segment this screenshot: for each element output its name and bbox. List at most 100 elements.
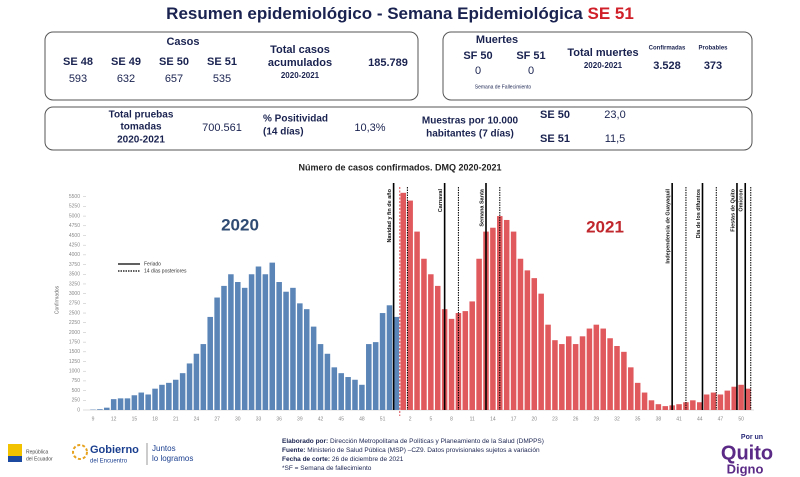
bar xyxy=(97,409,103,410)
samples-value: 23,0 xyxy=(604,109,625,121)
bar xyxy=(476,258,482,410)
y-tick-label: 4250 xyxy=(69,243,80,249)
bar xyxy=(145,394,151,410)
title-text: Resumen epidemiológico - Semana Epidemio… xyxy=(166,4,587,23)
tests-label: tomadas xyxy=(120,122,162,133)
bar xyxy=(359,384,365,410)
bar xyxy=(559,344,565,410)
series-label: 2021 xyxy=(586,217,624,236)
brand-text: República xyxy=(26,449,48,455)
bar xyxy=(207,316,213,410)
total-period: 2020-2021 xyxy=(281,71,320,80)
footer-text: Ministerio de Salud Pública (MSP) –CZ9. … xyxy=(305,447,539,454)
footer-line: Elaborado por: Dirección Metropolitana d… xyxy=(282,438,544,445)
y-tick-label: 2000 xyxy=(69,330,80,336)
bar xyxy=(248,274,255,410)
total-label: Total muertes xyxy=(567,47,638,59)
y-axis-label: Confirmados xyxy=(54,285,60,314)
holiday-label: Independencia de Guayaquil xyxy=(666,189,672,264)
series-label: 2020 xyxy=(221,215,259,234)
bar xyxy=(324,353,331,410)
bar xyxy=(414,231,420,410)
samples-label: habitantes (7 días) xyxy=(426,129,514,140)
bar xyxy=(531,278,538,410)
bar xyxy=(724,390,731,410)
y-tick-label: 3000 xyxy=(69,291,80,297)
plot: 0250500750100012501500175020002250250027… xyxy=(69,183,754,422)
bar xyxy=(200,344,207,410)
bar xyxy=(717,394,724,410)
bar xyxy=(593,324,600,410)
y-tick-label: 4750 xyxy=(69,223,80,229)
x-tick-label: 14 xyxy=(490,416,496,422)
x-tick-label: 26 xyxy=(573,416,579,422)
ecuador-emblem xyxy=(8,456,22,462)
tests-box xyxy=(44,106,753,151)
bar xyxy=(303,309,310,410)
samples-week: SE 50 xyxy=(540,109,570,121)
bar xyxy=(455,313,462,410)
y-tick-label: 1500 xyxy=(69,349,80,355)
samples-label: Muestras por 10.000 xyxy=(422,116,519,127)
confirmed-value: 3.528 xyxy=(653,60,681,72)
bar xyxy=(434,285,441,410)
x-tick-label: 2 xyxy=(409,416,412,422)
bar xyxy=(552,340,558,410)
bar xyxy=(676,404,682,410)
bar xyxy=(400,192,407,410)
bar xyxy=(241,287,248,410)
positivity-value: 10,3% xyxy=(354,122,385,134)
brand-text: del Encuentro xyxy=(90,459,128,465)
total-label: acumulados xyxy=(268,57,332,69)
bar xyxy=(448,318,455,410)
footer-text: Dirección Metropolitana de Políticas y P… xyxy=(328,438,544,445)
bar xyxy=(379,313,386,410)
footer-line: Fecha de corte: 26 de diciembre de 2021 xyxy=(282,456,404,463)
bar xyxy=(696,402,703,410)
week-value: 535 xyxy=(213,73,231,85)
x-tick-label: 29 xyxy=(594,416,600,422)
week-value: 593 xyxy=(69,73,87,85)
x-tick-label: 24 xyxy=(194,416,200,422)
bar xyxy=(338,373,344,410)
bar xyxy=(179,373,186,410)
bar xyxy=(166,382,172,410)
bar xyxy=(172,379,179,410)
bar xyxy=(469,301,475,410)
bar xyxy=(628,367,634,410)
holiday-label: Semana Santa xyxy=(479,188,485,227)
brand-text: Quito xyxy=(721,442,773,464)
x-tick-label: 17 xyxy=(511,416,517,422)
week-value: 0 xyxy=(475,65,481,77)
bar xyxy=(131,395,138,410)
footer-text: *SF = Semana de fallecimiento xyxy=(282,465,372,472)
bar xyxy=(228,274,234,410)
x-tick-label: 32 xyxy=(614,416,620,422)
total-value: 185.789 xyxy=(368,57,408,69)
legend-label: Feriado xyxy=(144,261,161,267)
bar xyxy=(345,377,351,410)
bar xyxy=(117,398,124,410)
bar xyxy=(214,297,220,410)
bar xyxy=(600,328,606,410)
bar xyxy=(648,400,655,410)
bar xyxy=(276,282,282,410)
x-tick-label: 15 xyxy=(132,416,138,422)
bar xyxy=(186,363,193,410)
x-tick-label: 36 xyxy=(276,416,282,422)
bar xyxy=(607,338,613,410)
gobierno-logo xyxy=(72,444,88,460)
y-tick-label: 500 xyxy=(72,388,81,394)
footer-text: 26 de diciembre de 2021 xyxy=(330,456,404,463)
x-tick-label: 9 xyxy=(92,416,95,422)
probable-label: Probables xyxy=(698,46,728,52)
bar xyxy=(221,285,227,410)
bar xyxy=(641,392,648,410)
y-tick-label: 250 xyxy=(72,398,81,404)
positivity-label: % Positividad xyxy=(263,114,328,125)
total-period: 2020-2021 xyxy=(584,61,623,70)
bar xyxy=(428,274,434,410)
bar xyxy=(290,287,296,410)
y-tick-label: 4000 xyxy=(69,252,80,258)
bar xyxy=(255,266,262,410)
